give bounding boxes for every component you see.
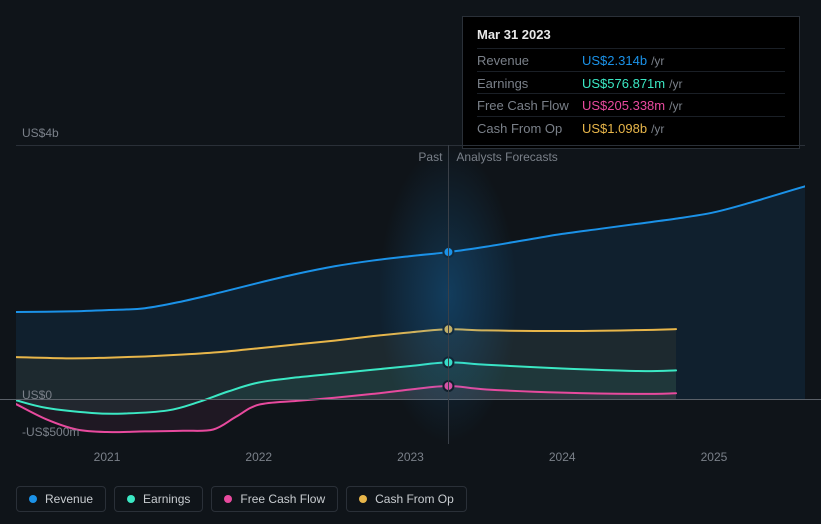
tooltip-suffix: /yr xyxy=(669,75,682,93)
tooltip-value: US$1.098b xyxy=(582,119,647,139)
tooltip-suffix: /yr xyxy=(651,52,664,70)
grid-line xyxy=(16,145,805,146)
legend-item-revenue[interactable]: Revenue xyxy=(16,486,106,512)
past-future-divider xyxy=(448,145,449,444)
x-axis-label: 2025 xyxy=(701,450,728,464)
chart-legend: Revenue Earnings Free Cash Flow Cash From O… xyxy=(16,486,467,512)
legend-dot-icon xyxy=(359,495,367,503)
tooltip-label: Free Cash Flow xyxy=(477,96,582,116)
financial-chart: Mar 31 2023 RevenueUS$2.314b/yrEarningsU… xyxy=(16,0,805,524)
legend-item-free_cash_flow[interactable]: Free Cash Flow xyxy=(211,486,338,512)
legend-label: Revenue xyxy=(45,492,93,506)
x-axis-label: 2022 xyxy=(245,450,272,464)
legend-dot-icon xyxy=(224,495,232,503)
x-axis-label: 2021 xyxy=(94,450,121,464)
tooltip-row-revenue: RevenueUS$2.314b/yr xyxy=(477,48,785,71)
tooltip-label: Cash From Op xyxy=(477,119,582,139)
tooltip-row-earnings: EarningsUS$576.871m/yr xyxy=(477,71,785,94)
legend-label: Earnings xyxy=(143,492,190,506)
legend-dot-icon xyxy=(127,495,135,503)
legend-label: Free Cash Flow xyxy=(240,492,325,506)
legend-dot-icon xyxy=(29,495,37,503)
tooltip-value: US$205.338m xyxy=(582,96,665,116)
tooltip-label: Revenue xyxy=(477,51,582,71)
tooltip-value: US$2.314b xyxy=(582,51,647,71)
tooltip-row-free-cash-flow: Free Cash FlowUS$205.338m/yr xyxy=(477,93,785,116)
forecast-label: Analysts Forecasts xyxy=(456,150,557,164)
zero-grid-line xyxy=(0,399,821,400)
y-axis-label: US$4b xyxy=(22,126,59,140)
legend-item-cash_from_op[interactable]: Cash From Op xyxy=(346,486,467,512)
tooltip-row-cash-from-op: Cash From OpUS$1.098b/yr xyxy=(477,116,785,139)
tooltip-label: Earnings xyxy=(477,74,582,94)
tooltip-suffix: /yr xyxy=(669,97,682,115)
y-axis-label: -US$500m xyxy=(22,425,79,439)
past-label: Past xyxy=(418,150,442,164)
x-axis-label: 2024 xyxy=(549,450,576,464)
tooltip-suffix: /yr xyxy=(651,120,664,138)
legend-item-earnings[interactable]: Earnings xyxy=(114,486,203,512)
chart-tooltip: Mar 31 2023 RevenueUS$2.314b/yrEarningsU… xyxy=(462,16,800,149)
tooltip-date: Mar 31 2023 xyxy=(477,27,785,42)
tooltip-value: US$576.871m xyxy=(582,74,665,94)
tooltip-rows: RevenueUS$2.314b/yrEarningsUS$576.871m/y… xyxy=(477,48,785,138)
y-axis-label: US$0 xyxy=(22,388,52,402)
legend-label: Cash From Op xyxy=(375,492,454,506)
x-axis-label: 2023 xyxy=(397,450,424,464)
